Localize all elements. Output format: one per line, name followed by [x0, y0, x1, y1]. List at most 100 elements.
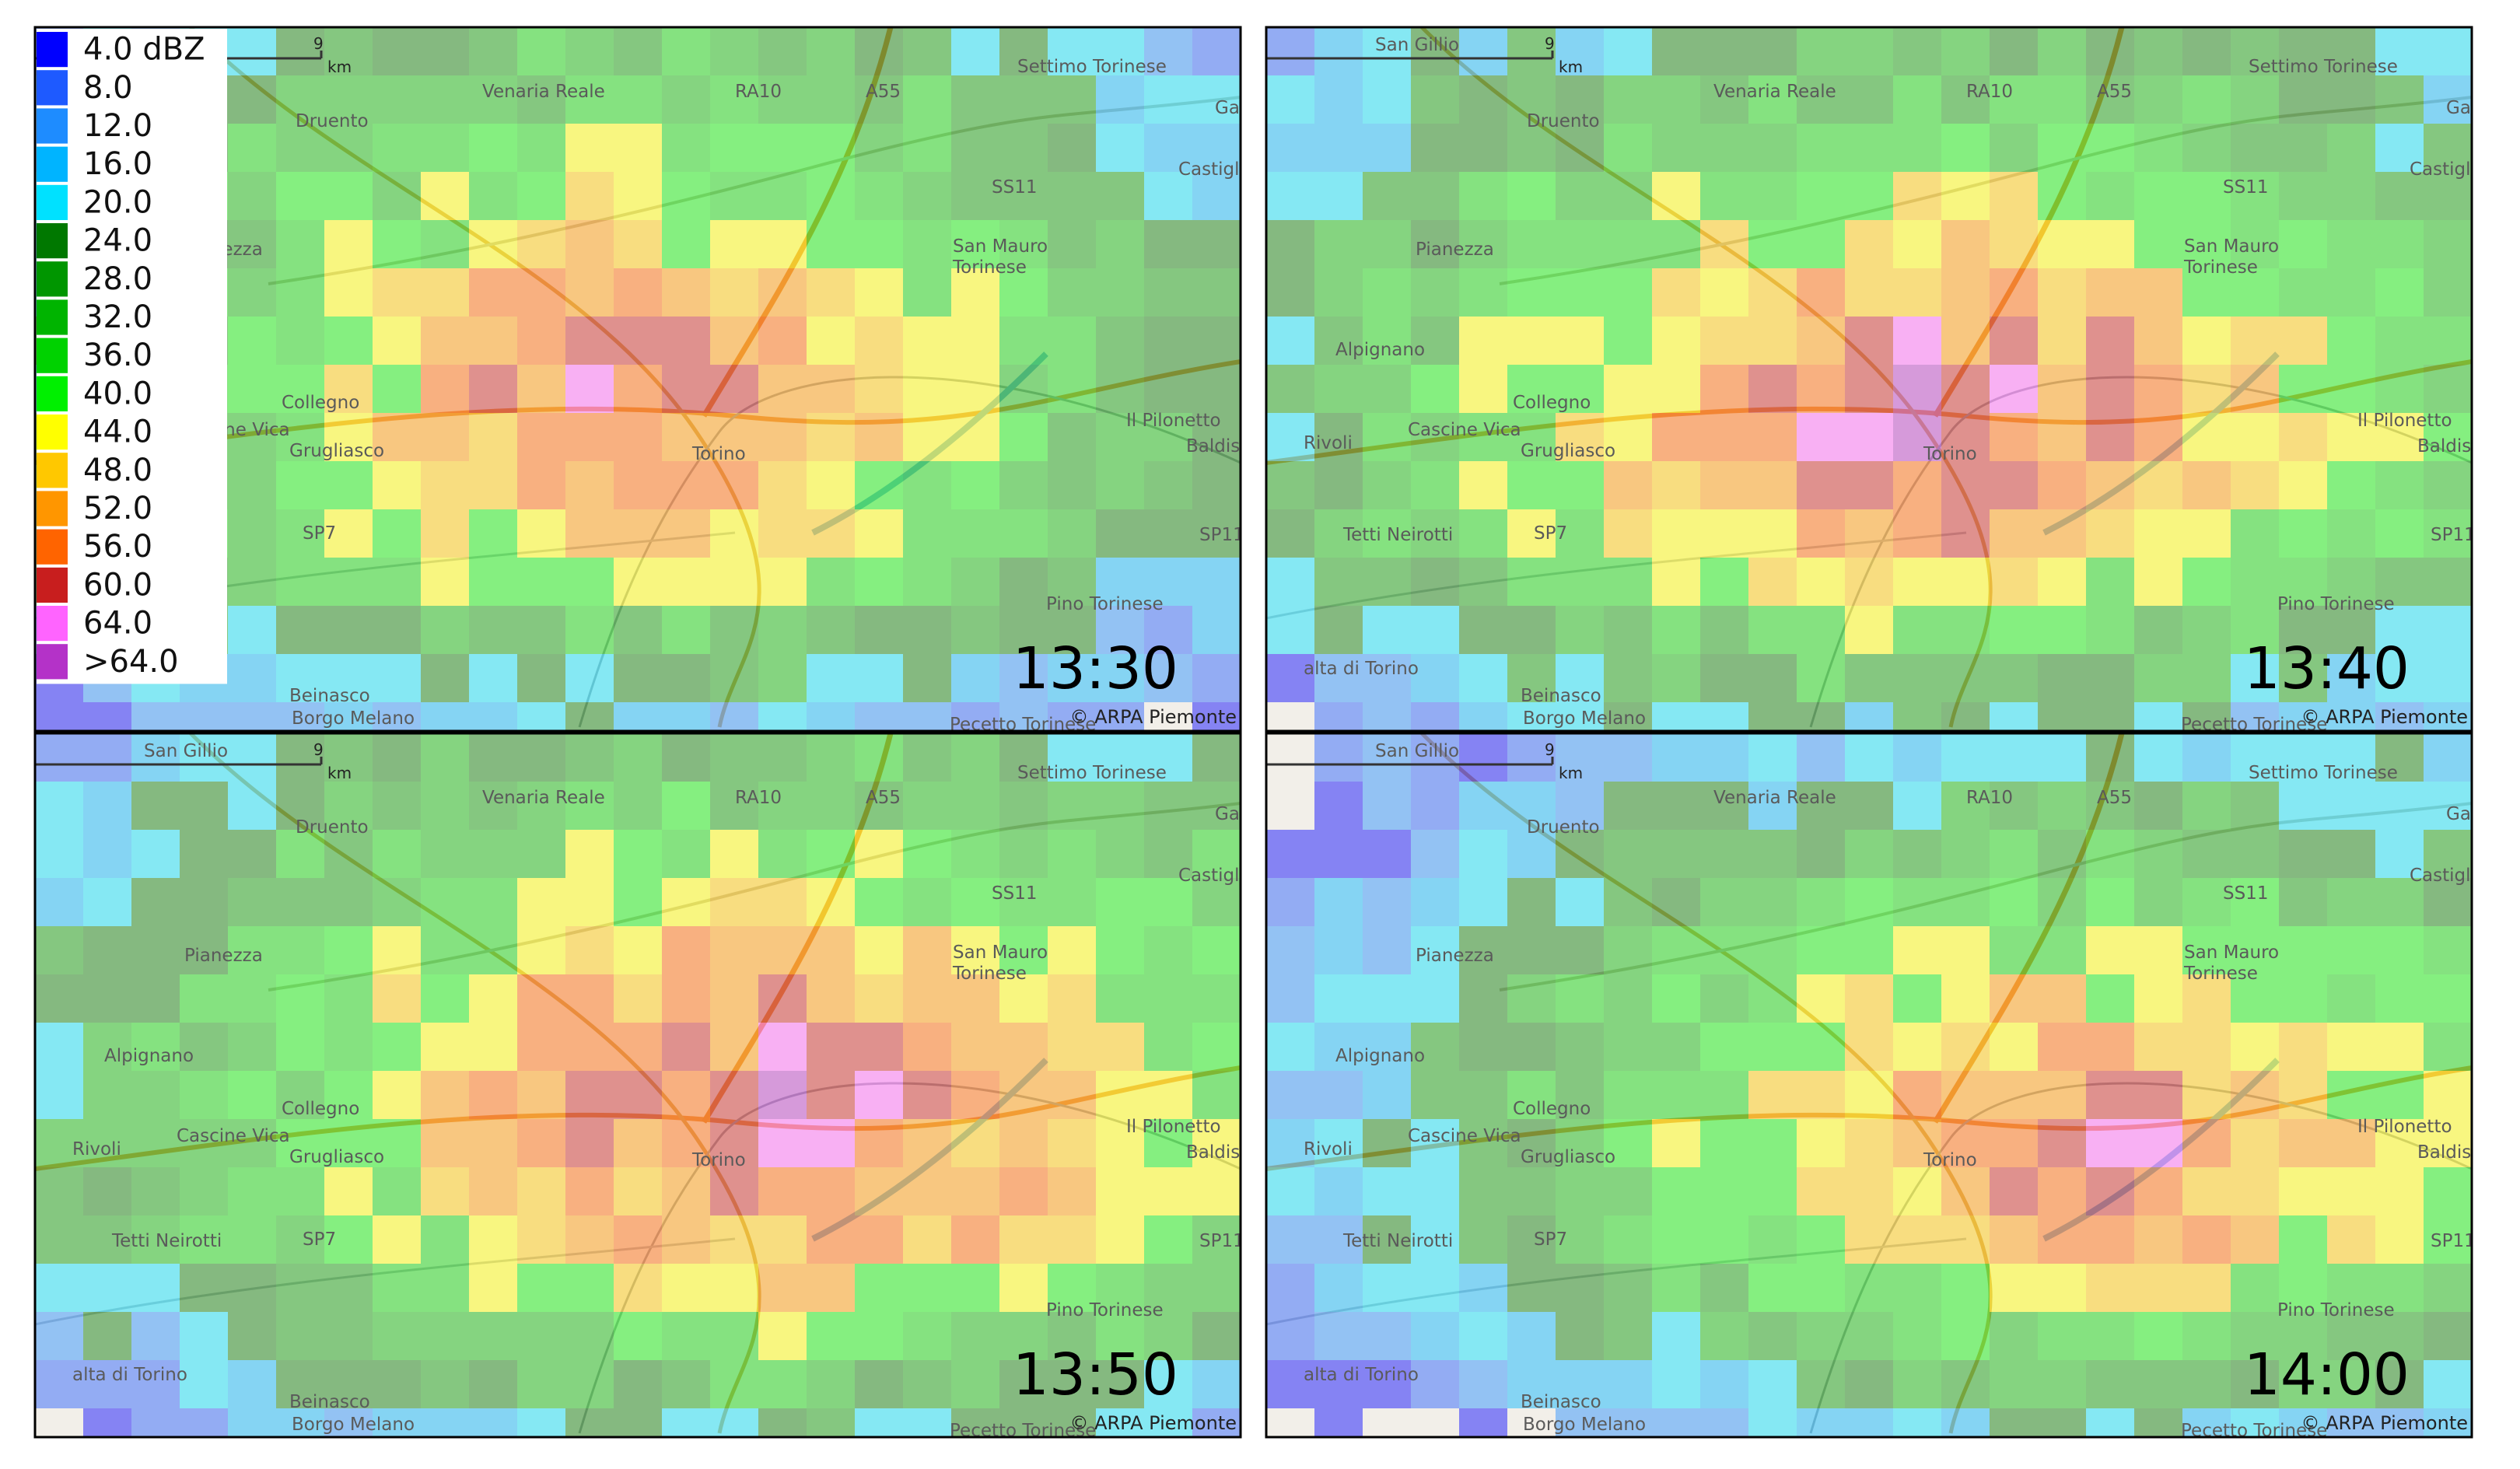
radar-cell: [1990, 461, 2038, 509]
radar-cell: [903, 558, 951, 606]
radar-cell: [710, 558, 758, 606]
place-label: RA10: [1966, 788, 2013, 808]
radar-cell: [855, 1264, 903, 1312]
radar-cell: [1048, 75, 1096, 124]
radar-cell: [1652, 27, 1700, 75]
radar-cell: [1192, 461, 1241, 509]
radar-cell: [1507, 1167, 1556, 1215]
radar-cell: [1411, 1023, 1459, 1071]
radar-cell: [276, 1071, 324, 1119]
radar-cell: [1192, 1264, 1241, 1312]
radar-cell: [2086, 1312, 2134, 1360]
legend-swatch: [37, 32, 68, 68]
radar-cell: [1845, 1360, 1893, 1408]
radar-cell: [469, 702, 517, 731]
legend-swatch: [37, 376, 68, 411]
radar-cell: [469, 926, 517, 974]
radar-cell: [565, 365, 614, 413]
radar-cell: [1748, 124, 1797, 172]
radar-cell: [807, 461, 855, 509]
radar-cell: [1748, 1312, 1797, 1360]
radar-cell: [517, 1408, 565, 1437]
place-label: San Gillio: [144, 741, 228, 761]
radar-cell: [614, 1023, 662, 1071]
legend-label: 36.0: [83, 338, 152, 373]
radar-cell: [228, 926, 276, 974]
radar-cell: [2375, 1408, 2424, 1437]
radar-cell: [1096, 172, 1144, 220]
radar-cell: [1459, 558, 1507, 606]
radar-cell: [276, 974, 324, 1023]
radar-cell: [2231, 27, 2279, 75]
radar-cell: [1700, 830, 1748, 878]
place-label: alta di Torino: [1304, 1365, 1419, 1385]
radar-cell: [1363, 1360, 1411, 1408]
radar-cell: [807, 124, 855, 172]
radar-cell: [1748, 558, 1797, 606]
radar-cell: [469, 782, 517, 830]
legend-swatch: [37, 223, 68, 259]
radar-cell: [951, 830, 999, 878]
radar-cell: [1192, 606, 1241, 654]
radar-cell: [2279, 733, 2327, 782]
radar-cell: [855, 268, 903, 317]
radar-cell: [228, 461, 276, 509]
radar-cell: [1459, 268, 1507, 317]
place-label: Cascine Vica: [1408, 1126, 1521, 1146]
radar-cell: [614, 1312, 662, 1360]
radar-cell: [1363, 782, 1411, 830]
radar-cell: [1096, 974, 1144, 1023]
radar-cell: [1845, 27, 1893, 75]
radar-cell: [999, 365, 1048, 413]
radar-cell: [1144, 974, 1192, 1023]
radar-cell: [469, 733, 517, 782]
radar-cell: [2327, 926, 2375, 974]
radar-cell: [1048, 974, 1096, 1023]
radar-cell: [1748, 926, 1797, 974]
radar-cell: [903, 268, 951, 317]
radar-cell: [2086, 365, 2134, 413]
place-label: Collegno: [1513, 393, 1591, 413]
radar-cell: [662, 702, 710, 731]
radar-cell: [807, 558, 855, 606]
radar-cell: [2182, 268, 2231, 317]
radar-cell: [2134, 1360, 2182, 1408]
radar-cell: [228, 365, 276, 413]
radar-cell: [276, 654, 324, 702]
radar-cell: [758, 558, 807, 606]
radar-cell: [1459, 1360, 1507, 1408]
place-label: SP7: [303, 1229, 336, 1250]
radar-cell: [1266, 878, 1314, 926]
radar-cell: [2375, 317, 2424, 365]
radar-cell: [565, 220, 614, 268]
radar-cell: [1363, 317, 1411, 365]
radar-cell: [1990, 27, 2038, 75]
radar-cell: [2327, 830, 2375, 878]
radar-cell: [1096, 606, 1144, 654]
place-label: Torinese: [952, 964, 1027, 984]
place-label: Pianezza: [1416, 946, 1494, 966]
radar-cell: [469, 27, 517, 75]
legend-swatch: [37, 491, 68, 526]
radar-cell: [565, 782, 614, 830]
radar-cell: [1700, 654, 1748, 702]
radar-cell: [1192, 413, 1241, 461]
radar-cell: [2424, 413, 2472, 461]
radar-cell: [1652, 1408, 1700, 1437]
time-label: 13:30: [1013, 635, 1178, 702]
legend-swatch: [37, 108, 68, 144]
radar-cell: [662, 558, 710, 606]
radar-cell: [1266, 268, 1314, 317]
radar-cell: [373, 1215, 421, 1264]
radar-cell: [710, 172, 758, 220]
radar-cell: [758, 365, 807, 413]
radar-cell: [565, 461, 614, 509]
radar-cell: [1192, 509, 1241, 558]
radar-cell: [758, 220, 807, 268]
radar-cell: [855, 172, 903, 220]
place-label: Pecetto Torinese: [2181, 1421, 2327, 1441]
radar-cell: [2086, 654, 2134, 702]
radar-cell: [517, 75, 565, 124]
radar-cell: [758, 124, 807, 172]
